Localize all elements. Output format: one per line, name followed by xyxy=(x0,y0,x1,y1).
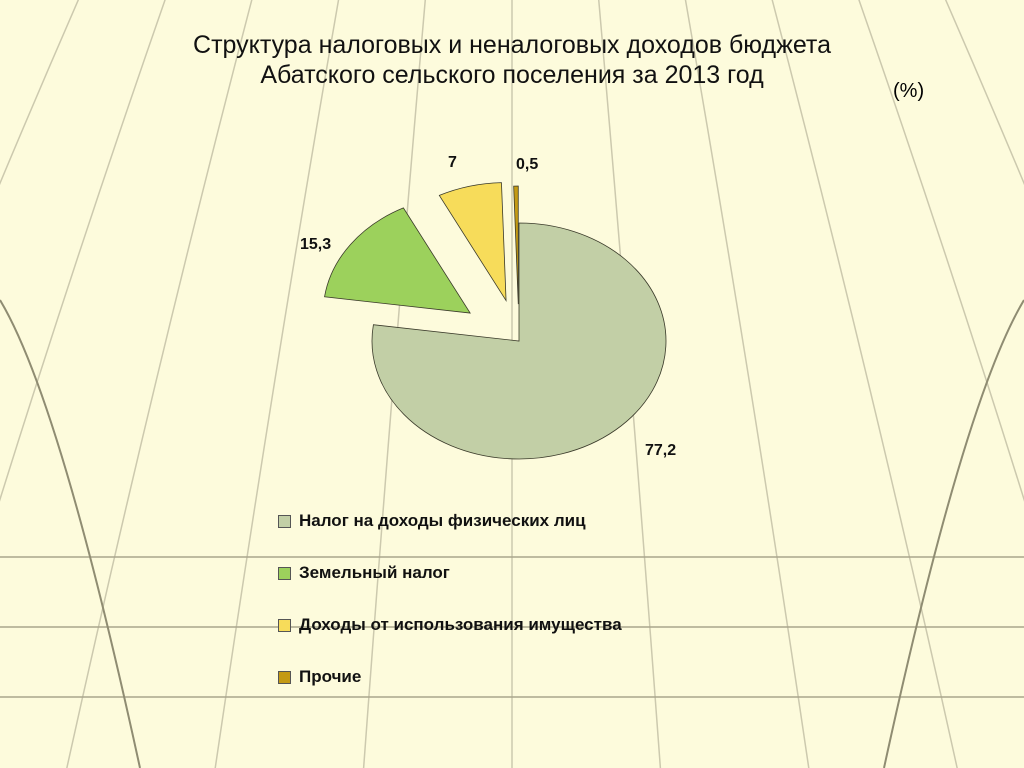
legend-item: Налог на доходы физических лиц xyxy=(278,508,622,534)
legend-swatch xyxy=(278,670,291,684)
legend-item: Прочие xyxy=(278,664,622,690)
legend-swatch xyxy=(278,514,291,528)
background-line xyxy=(66,0,253,768)
background-line xyxy=(0,0,80,186)
unit-label: (%) xyxy=(893,80,925,102)
data-label: 7 xyxy=(448,154,457,171)
legend: Налог на доходы физических лиц Земельный… xyxy=(278,508,622,716)
legend-label: Налог на доходы физических лиц xyxy=(299,511,586,530)
background-line xyxy=(771,0,958,768)
pie-slice xyxy=(438,182,507,303)
legend-label: Прочие xyxy=(299,667,362,686)
chart-title-line-1: Структура налоговых и неналоговых доходо… xyxy=(193,31,831,59)
background-line xyxy=(883,299,1024,768)
legend-item: Доходы от использования имущества xyxy=(278,612,622,638)
data-label: 15,3 xyxy=(300,236,331,253)
legend-item: Земельный налог xyxy=(278,560,622,586)
legend-label: Земельный налог xyxy=(299,563,450,582)
background-line xyxy=(0,299,141,768)
data-label: 77,2 xyxy=(645,442,676,459)
chart-title: Структура налоговых и неналоговых доходо… xyxy=(0,30,1024,90)
pie-slice xyxy=(324,207,471,314)
legend-swatch xyxy=(278,618,291,632)
chart-title-line-2: Абатского сельского поселения за 2013 го… xyxy=(260,61,764,89)
background-line xyxy=(214,0,340,768)
legend-label: Доходы от использования имущества xyxy=(299,615,622,634)
pie-slice xyxy=(513,185,519,305)
data-label: 0,5 xyxy=(516,156,538,173)
background-line xyxy=(944,0,1024,186)
background-line xyxy=(684,0,810,768)
pie-slice xyxy=(371,222,667,460)
legend-swatch xyxy=(278,566,291,580)
